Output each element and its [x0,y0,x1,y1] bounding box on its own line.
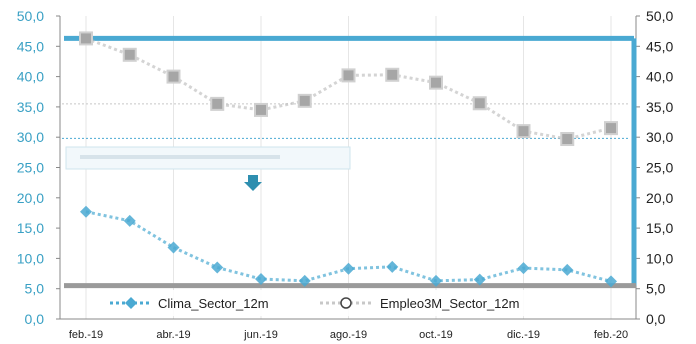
y-tick-label-left: 10,0 [17,250,44,266]
data-point-Clima_Sector_12m [80,205,92,218]
data-point-Clima_Sector_12m [473,273,486,286]
x-tick-label: ago.-19 [330,329,367,341]
data-point-Empleo3M_Sector_12m [385,67,400,82]
y-tick-label-right: 25,0 [646,160,673,176]
y-tick-label-right: 40,0 [646,69,673,85]
data-point-Clima_Sector_12m [517,262,530,275]
y-tick-label-left: 5,0 [25,281,45,297]
y-tick-label-left: 35,0 [17,99,44,115]
y-tick-label-left: 15,0 [17,220,44,236]
y-tick-label-right: 15,0 [646,220,673,236]
data-point-Empleo3M_Sector_12m [341,68,356,83]
data-point-Clima_Sector_12m [561,263,574,276]
legend-label: Clima_Sector_12m [158,296,269,311]
data-point-Empleo3M_Sector_12m [560,132,575,147]
y-tick-label-right: 10,0 [646,250,673,266]
data-point-Clima_Sector_12m [255,273,267,286]
y-tick-label-left: 40,0 [17,69,44,85]
legend-swatch-marker [340,297,352,309]
x-tick-label: feb.-19 [69,329,103,341]
x-tick-label: abr.-19 [156,329,190,341]
down-arrow-icon [244,175,262,191]
y-tick-label-left: 45,0 [17,38,44,54]
data-point-Empleo3M_Sector_12m [210,96,225,111]
legend-swatch-marker [125,297,137,309]
y-tick-label-left: 0,0 [25,311,45,327]
data-point-Empleo3M_Sector_12m [429,75,443,90]
y-tick-label-left: 20,0 [17,190,44,206]
data-point-Clima_Sector_12m [386,260,399,273]
y-tick-label-right: 30,0 [646,129,673,145]
y-tick-label-right: 45,0 [646,38,673,54]
y-tick-label-right: 20,0 [646,190,673,206]
y-tick-label-left: 50,0 [17,8,44,24]
x-tick-label: oct.-19 [419,329,453,341]
data-point-Empleo3M_Sector_12m [604,121,618,136]
y-tick-label-left: 30,0 [17,129,44,145]
data-point-Clima_Sector_12m [342,262,355,275]
y-tick-label-left: 25,0 [17,160,44,176]
y-tick-label-right: 35,0 [646,99,673,115]
data-point-Empleo3M_Sector_12m [472,96,487,111]
y-tick-label-right: 0,0 [646,311,666,327]
data-point-Empleo3M_Sector_12m [166,69,181,84]
data-point-Clima_Sector_12m [211,261,224,274]
data-point-Clima_Sector_12m [123,214,136,227]
x-tick-label: feb.-20 [594,329,628,341]
data-point-Empleo3M_Sector_12m [79,31,93,46]
legend-label: Empleo3M_Sector_12m [380,296,519,311]
data-point-Empleo3M_Sector_12m [254,102,268,117]
data-point-Clima_Sector_12m [298,274,311,287]
data-point-Empleo3M_Sector_12m [122,47,137,62]
x-tick-label: jun.-19 [243,329,278,341]
y-tick-label-right: 5,0 [646,281,666,297]
data-point-Clima_Sector_12m [430,274,442,287]
data-point-Empleo3M_Sector_12m [516,124,531,139]
data-point-Empleo3M_Sector_12m [297,93,312,108]
data-point-Clima_Sector_12m [167,241,180,254]
y-tick-label-right: 50,0 [646,8,673,24]
annotation-text-placeholder [80,155,280,159]
data-point-Clima_Sector_12m [605,275,617,288]
x-tick-label: dic.-19 [507,329,540,341]
